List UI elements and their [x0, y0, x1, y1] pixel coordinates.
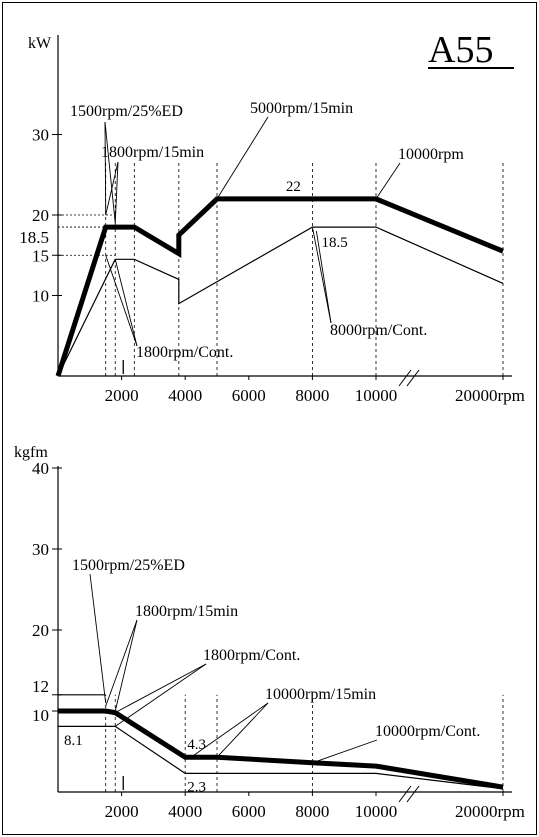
- annotation-leader: [105, 255, 138, 347]
- y-tick-label: 18.5: [19, 228, 49, 247]
- annotation-leader: [115, 663, 207, 714]
- annotation-label: 1800rpm/Cont.: [136, 344, 233, 361]
- annotation-label: 1500rpm/25%ED: [72, 557, 185, 574]
- x-tick-label: 2000: [105, 386, 139, 405]
- x-tick-label: 8000: [295, 386, 329, 405]
- series-line-short-time: [55, 196, 504, 377]
- x-tick-label: 10000: [355, 386, 398, 405]
- annotation-leader: [216, 702, 269, 758]
- x-tick-label: 4000: [168, 386, 202, 405]
- series-line-short-time: [58, 708, 504, 790]
- annotation-leader: [312, 739, 378, 764]
- y-tick-label: 15: [32, 246, 49, 265]
- axis-break-mark: [406, 369, 420, 387]
- annotation-leader: [216, 116, 269, 200]
- annotation-leader: [311, 226, 332, 324]
- series-line-continuous: [114, 725, 186, 774]
- annotation-label: 10000rpm/Cont.: [375, 723, 480, 740]
- annotation-label: 10000rpm: [398, 146, 464, 163]
- x-tick-label: 2000: [105, 802, 139, 821]
- y-tick-label: 10: [32, 287, 49, 306]
- y-tick-label: 30: [32, 126, 49, 145]
- x-tick-label: 6000: [232, 802, 266, 821]
- annotation-label: 8000rpm/Cont.: [330, 322, 427, 339]
- annotation-leader: [114, 619, 138, 712]
- value-label-2-3: 2.3: [187, 779, 206, 795]
- x-tick-label: 6000: [232, 386, 266, 405]
- torque-chart-axes: kgfm 10 12 20 30 40 2000 4000 6000 8000 10000 20000…: [14, 444, 525, 821]
- annotation-leader: [104, 121, 116, 224]
- annotation-leader: [315, 231, 332, 324]
- annotation-label: 1800rpm/15min: [135, 603, 238, 620]
- x-tick-label: 20000rpm: [455, 802, 525, 821]
- y-axis-unit-label: kW: [28, 35, 52, 52]
- power-chart-marks: 22 18.5 1500rpm/25%ED 1800rpm/15min 5000rpm/…: [55, 100, 504, 377]
- annotation-leader: [114, 161, 119, 224]
- annotation-leader: [105, 161, 119, 216]
- series-line-continuous: [375, 772, 504, 790]
- annotation-leader: [105, 619, 138, 707]
- annotation-label: 10000rpm/15min: [265, 686, 376, 703]
- y-tick-label: 30: [32, 540, 49, 559]
- value-label-18-5: 18.5: [322, 235, 348, 251]
- y-tick-label: 10: [32, 706, 49, 725]
- x-tick-label: 20000rpm: [455, 386, 525, 405]
- y-tick-label: 12: [32, 677, 49, 696]
- axis-break-mark: [398, 785, 412, 803]
- series-line-continuous: [57, 226, 504, 377]
- y-axis-unit-label: kgfm: [14, 444, 48, 461]
- annotation-leader: [104, 121, 107, 216]
- annotation-label: 1800rpm/Cont.: [203, 647, 300, 664]
- annotation-label: 1800rpm/15min: [101, 144, 204, 161]
- value-label-8-1: 8.1: [64, 733, 83, 749]
- value-label-22: 22: [286, 179, 301, 195]
- annotation-leader: [190, 702, 269, 758]
- axis-break-mark: [398, 369, 412, 387]
- annotation-leader: [114, 259, 138, 347]
- x-tick-label: 10000: [355, 802, 398, 821]
- y-tick-label: 40: [32, 459, 49, 478]
- y-tick-label: 20: [32, 206, 49, 225]
- annotation-leader: [89, 573, 107, 703]
- annotation-leader: [114, 663, 207, 727]
- x-tick-label: 8000: [295, 802, 329, 821]
- x-tick-label: 4000: [168, 802, 202, 821]
- torque-chart-marks: 8.1 4.3 2.3 1500rpm/25%ED 1800rpm/15min 1800r…: [58, 557, 504, 795]
- annotation-label: 1500rpm/25%ED: [70, 103, 183, 120]
- annotation-label: 5000rpm/15min: [250, 100, 353, 117]
- annotation-leader: [375, 162, 401, 200]
- model-title: A55: [428, 29, 493, 71]
- value-label-4-3: 4.3: [187, 737, 206, 753]
- y-tick-label: 20: [32, 621, 49, 640]
- axis-break-mark: [406, 785, 420, 803]
